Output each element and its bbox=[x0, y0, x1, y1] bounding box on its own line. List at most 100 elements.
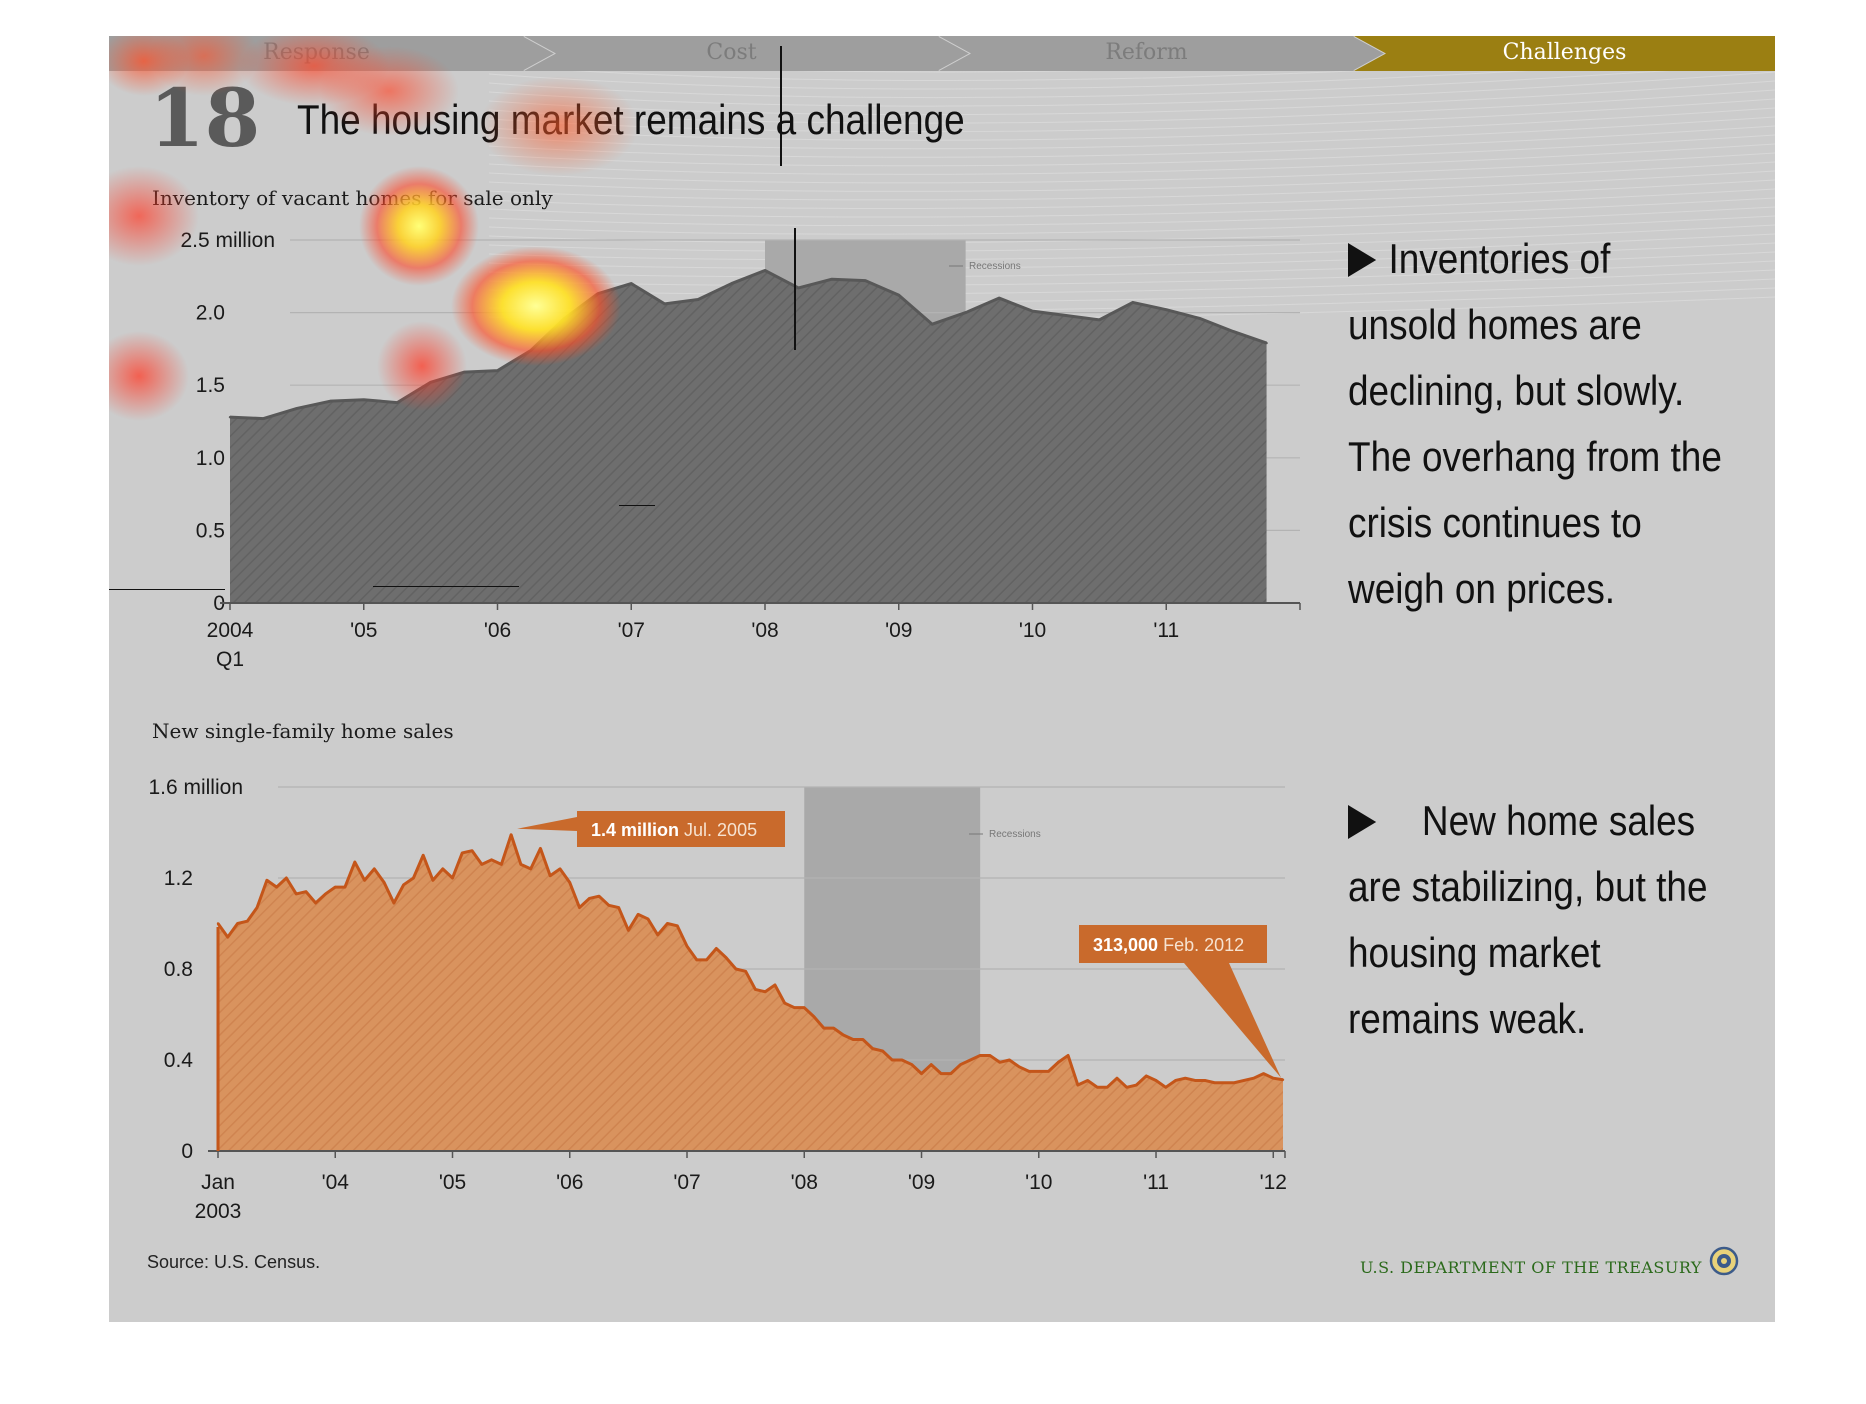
data-point bbox=[676, 924, 679, 927]
data-point bbox=[329, 399, 332, 403]
data-point bbox=[509, 833, 513, 836]
y-tick-label: 0 bbox=[181, 1140, 193, 1163]
x-tick-label: '09 bbox=[885, 619, 912, 642]
data-point bbox=[343, 885, 347, 889]
data-point bbox=[830, 278, 834, 281]
data-point bbox=[663, 302, 666, 306]
data-point bbox=[773, 983, 777, 987]
x-tick-label: Jan bbox=[201, 1171, 235, 1194]
data-point bbox=[1105, 1086, 1109, 1089]
data-point bbox=[764, 990, 767, 993]
data-point bbox=[861, 1038, 865, 1041]
callout-label: 313,000 Feb. 2012 bbox=[1093, 935, 1244, 955]
data-point bbox=[1008, 1058, 1011, 1062]
data-point bbox=[529, 349, 533, 352]
data-point bbox=[496, 369, 499, 372]
data-point bbox=[588, 897, 591, 900]
data-point bbox=[783, 1001, 786, 1005]
x-tick-sublabel: Q1 bbox=[216, 648, 244, 671]
data-point bbox=[1281, 1078, 1285, 1081]
data-point bbox=[275, 885, 278, 889]
background-texture bbox=[488, 36, 1775, 321]
bullet-line: New home sales bbox=[1421, 797, 1696, 844]
data-point bbox=[431, 879, 435, 882]
data-point bbox=[363, 879, 366, 882]
data-point bbox=[412, 876, 415, 880]
data-point bbox=[920, 1072, 923, 1075]
data-point bbox=[871, 1047, 874, 1050]
data-point bbox=[314, 901, 317, 905]
data-point bbox=[236, 922, 239, 925]
y-tick-label: 1.2 bbox=[164, 867, 193, 890]
nav-item-cost[interactable]: Cost bbox=[706, 40, 757, 65]
data-point bbox=[382, 881, 386, 884]
treasury-seal-icon bbox=[1709, 1246, 1739, 1276]
data-point bbox=[246, 920, 249, 923]
data-point bbox=[1131, 301, 1135, 304]
callout-pointer bbox=[1184, 963, 1282, 1078]
data-point bbox=[441, 867, 444, 871]
data-point bbox=[630, 282, 633, 285]
nav-item-reform[interactable]: Reform bbox=[1105, 40, 1188, 65]
data-point bbox=[462, 370, 466, 374]
data-point bbox=[353, 860, 357, 864]
data-point bbox=[461, 851, 464, 855]
data-point bbox=[1203, 1079, 1207, 1082]
recession-legend-label: Recessions bbox=[969, 261, 1021, 272]
x-tick-label: '08 bbox=[791, 1171, 818, 1194]
data-point bbox=[334, 885, 337, 889]
x-tick-label: '05 bbox=[439, 1171, 466, 1194]
data-point bbox=[1242, 1079, 1246, 1082]
data-point bbox=[930, 1063, 933, 1066]
bullet-triangle-icon bbox=[1348, 243, 1377, 277]
texture-line bbox=[488, 251, 1775, 278]
data-point bbox=[295, 892, 298, 896]
data-point bbox=[1096, 1086, 1099, 1089]
texture-line bbox=[488, 170, 1775, 201]
data-point bbox=[646, 917, 650, 921]
data-point bbox=[1252, 1077, 1255, 1080]
texture-line bbox=[488, 116, 1775, 150]
nav-segment bbox=[1354, 36, 1775, 71]
data-point bbox=[324, 892, 327, 896]
texture-line bbox=[488, 242, 1775, 269]
data-point bbox=[715, 947, 718, 950]
data-point bbox=[607, 904, 611, 907]
data-point bbox=[696, 298, 700, 301]
data-point bbox=[216, 922, 220, 925]
texture-line bbox=[488, 125, 1775, 158]
data-point bbox=[1086, 1079, 1089, 1082]
data-point bbox=[421, 854, 425, 857]
data-point bbox=[998, 1061, 1001, 1064]
data-point bbox=[304, 890, 308, 893]
data-point bbox=[1115, 1077, 1119, 1080]
data-point bbox=[285, 876, 288, 880]
nav-item-challenges[interactable]: Challenges bbox=[1502, 40, 1627, 65]
cursor-line bbox=[373, 586, 519, 587]
data-point bbox=[636, 913, 640, 916]
data-point bbox=[1193, 1079, 1197, 1082]
bullet-line: declining, but slowly. bbox=[1348, 367, 1685, 414]
data-point bbox=[1027, 1070, 1031, 1073]
data-point bbox=[617, 906, 620, 909]
data-point bbox=[812, 1015, 816, 1018]
data-point bbox=[832, 1026, 835, 1030]
data-point bbox=[1265, 341, 1268, 345]
texture-line bbox=[488, 188, 1775, 218]
bullet-line: are stabilizing, but the bbox=[1348, 863, 1708, 910]
data-point bbox=[429, 381, 432, 384]
y-tick-label: 0.4 bbox=[164, 1049, 194, 1072]
bullet-line: The overhang from the bbox=[1348, 433, 1722, 480]
area-fill bbox=[218, 834, 1284, 1151]
data-point bbox=[1184, 1077, 1187, 1080]
x-tick-label: '09 bbox=[908, 1171, 935, 1194]
x-tick-label: '06 bbox=[484, 619, 511, 642]
x-tick-label: '05 bbox=[350, 619, 377, 642]
data-point bbox=[754, 988, 757, 991]
texture-line bbox=[488, 143, 1775, 175]
data-point bbox=[1076, 1083, 1080, 1087]
data-point bbox=[1165, 308, 1168, 311]
data-point bbox=[1031, 309, 1034, 313]
data-point bbox=[1064, 314, 1068, 317]
data-point bbox=[226, 935, 229, 939]
